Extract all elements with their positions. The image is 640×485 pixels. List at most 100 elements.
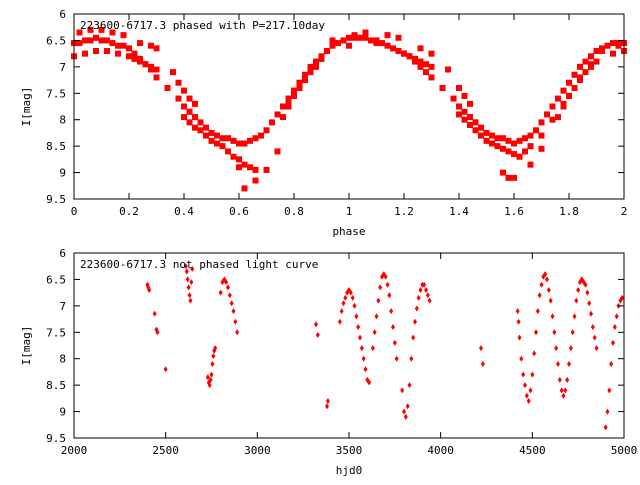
phased-data-point [186, 119, 193, 126]
phased-data-point [192, 114, 198, 121]
unphased-data-point [208, 376, 213, 383]
phased-data-point [274, 148, 281, 155]
unphased-data-point [229, 300, 234, 307]
phased-x-tick-label: 2 [621, 205, 628, 218]
phased-y-axis-label: I[mag] [20, 87, 33, 127]
phased-data-point [489, 140, 495, 147]
unphased-data-point [374, 313, 379, 320]
phased-data-point [181, 87, 187, 94]
unphased-data-point [183, 263, 188, 270]
phased-data-point [351, 32, 358, 39]
phased-data-point [500, 145, 506, 152]
phased-data-point [252, 166, 259, 173]
phased-data-point [511, 151, 517, 158]
unphased-data-point [325, 403, 329, 410]
phased-data-point [76, 40, 83, 47]
phased-data-point [588, 61, 594, 68]
phased-data-point [467, 114, 473, 121]
phased-data-point [98, 37, 105, 44]
phased-data-point [346, 34, 352, 41]
phased-data-point [505, 137, 512, 144]
unphased-data-point [424, 287, 428, 293]
phased-data-point [126, 53, 132, 60]
phased-data-point [82, 50, 88, 57]
phased-data-point [533, 127, 539, 134]
phased-data-point [247, 137, 253, 144]
unphased-data-point [612, 324, 617, 330]
phased-x-tick-label: 0.4 [174, 205, 194, 218]
unphased-plot-frame [73, 252, 625, 439]
unphased-data-point [400, 387, 405, 394]
unphased-data-point [383, 273, 388, 280]
phased-data-point [593, 48, 600, 54]
phased-data-point [577, 63, 583, 70]
phased-data-point [571, 71, 578, 78]
unphased-data-point [515, 308, 520, 315]
unphased-data-point [567, 361, 571, 367]
phased-data-point [148, 42, 154, 49]
phased-y-tick-label: 8 [59, 114, 66, 127]
unphased-data-point [523, 382, 527, 389]
phased-data-point [500, 135, 506, 142]
unphased-data-point [480, 361, 485, 367]
unphased-y-tick-label: 6 [59, 247, 66, 260]
unphased-data-point [356, 324, 361, 330]
unphased-data-point [343, 294, 348, 301]
unphased-x-tick-label: 2500 [152, 444, 179, 457]
phased-data-point [527, 143, 534, 150]
unphased-data-point [325, 398, 330, 404]
unphased-data-point [352, 302, 357, 309]
phased-data-point [318, 55, 325, 62]
phased-data-point [417, 63, 424, 70]
unphased-data-point [568, 345, 573, 352]
unphased-data-point [227, 292, 232, 299]
phased-data-point [197, 127, 204, 134]
unphased-data-point [233, 318, 238, 325]
unphased-data-point [550, 313, 555, 320]
phased-data-point [610, 50, 616, 57]
phased-data-point [87, 37, 94, 44]
phased-data-point [230, 153, 237, 160]
phased-data-point [329, 42, 336, 49]
phased-data-point [423, 69, 429, 76]
unphased-data-point [409, 355, 414, 362]
unphased-data-point [572, 313, 577, 320]
phased-data-point [280, 114, 286, 121]
phased-data-point [522, 135, 528, 142]
phased-x-tick-label: 0 [71, 205, 78, 218]
unphased-data-point [389, 308, 394, 315]
phased-data-point [577, 74, 583, 81]
phased-data-point [538, 145, 545, 152]
phased-data-point [285, 103, 292, 110]
unphased-data-point [211, 353, 216, 360]
phased-data-point [456, 111, 462, 118]
unphased-data-point [314, 321, 318, 328]
phased-x-tick-label: 1.4 [449, 205, 469, 218]
phased-data-point [555, 95, 561, 102]
phased-y-tick-label: 6 [59, 8, 66, 21]
phased-data-point [93, 34, 99, 41]
unphased-data-point [603, 424, 608, 431]
unphased-data-point [561, 392, 566, 399]
unphased-data-point [378, 284, 383, 291]
phased-data-point [307, 69, 314, 76]
phased-data-point [467, 122, 473, 128]
phased-data-point [505, 148, 512, 155]
phased-data-point [406, 53, 413, 60]
phased-data-point [170, 69, 176, 76]
unphased-ticks: 2000 2500 3000 3500 4000 4500 5000 6 6.5 7 7.5 8 8.5… [46, 247, 637, 457]
phased-data-point [197, 119, 204, 126]
phased-data-point [186, 108, 193, 115]
unphased-title: 223600-6717.3 not phased light curve [80, 258, 318, 271]
phased-data-point [142, 61, 149, 68]
unphased-data-point [372, 329, 377, 336]
phased-y-tick-label: 9.5 [46, 193, 66, 206]
unphased-data-point [337, 318, 342, 325]
unphased-data-point [570, 329, 575, 336]
phased-data-point [137, 58, 143, 65]
phased-data-point [236, 140, 242, 147]
phased-data-point [269, 119, 275, 126]
phased-data-point [340, 37, 347, 44]
phased-data-point [241, 161, 248, 168]
